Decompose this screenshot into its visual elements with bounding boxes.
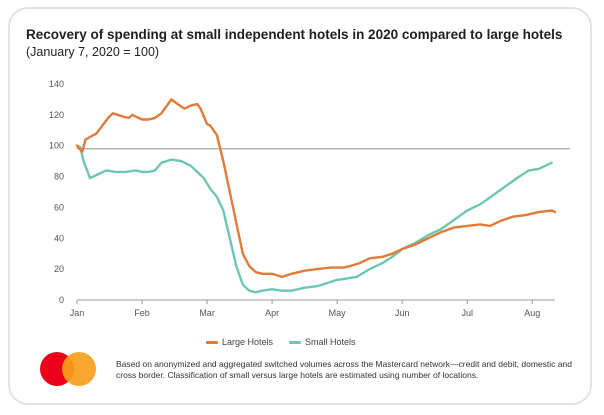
x-tick-label: Aug [524, 308, 540, 318]
x-tick-label: Mar [199, 308, 215, 318]
y-tick-label: 40 [54, 233, 64, 243]
chart-subtitle: (January 7, 2020 = 100) [26, 45, 160, 59]
legend-item-small: Small Hotels [289, 337, 356, 347]
legend-swatch-large [206, 340, 218, 344]
legend-label-large: Large Hotels [222, 337, 274, 347]
y-tick-label: 140 [49, 79, 64, 89]
x-tick-label: Feb [134, 308, 150, 318]
x-tick-label: Jun [395, 308, 410, 318]
y-tick-label: 120 [49, 110, 64, 120]
x-tick-label: Jul [461, 308, 473, 318]
series-line-small-hotels [75, 144, 553, 294]
y-tick-label: 100 [49, 141, 64, 151]
y-tick-label: 0 [59, 295, 64, 305]
legend-label-small: Small Hotels [305, 337, 356, 347]
x-tick-label: May [329, 308, 347, 318]
series-line-large-hotels [75, 98, 557, 279]
footnote: Based on anonymized and aggregated switc… [116, 359, 572, 380]
chart-card [8, 7, 592, 405]
legend-item-large: Large Hotels [206, 337, 273, 347]
mastercard-logo [40, 352, 98, 386]
y-tick-label: 80 [54, 172, 64, 182]
logo-orange-circle [62, 352, 96, 386]
legend-swatch-small [289, 340, 302, 344]
x-tick-label: Jan [70, 308, 85, 318]
x-tick-label: Apr [265, 308, 279, 318]
chart-legend: Large Hotels Small Hotels [206, 337, 356, 347]
chart-title: Recovery of spending at small independen… [26, 27, 563, 42]
y-tick-label: 20 [54, 264, 64, 274]
y-tick-label: 60 [54, 202, 64, 212]
